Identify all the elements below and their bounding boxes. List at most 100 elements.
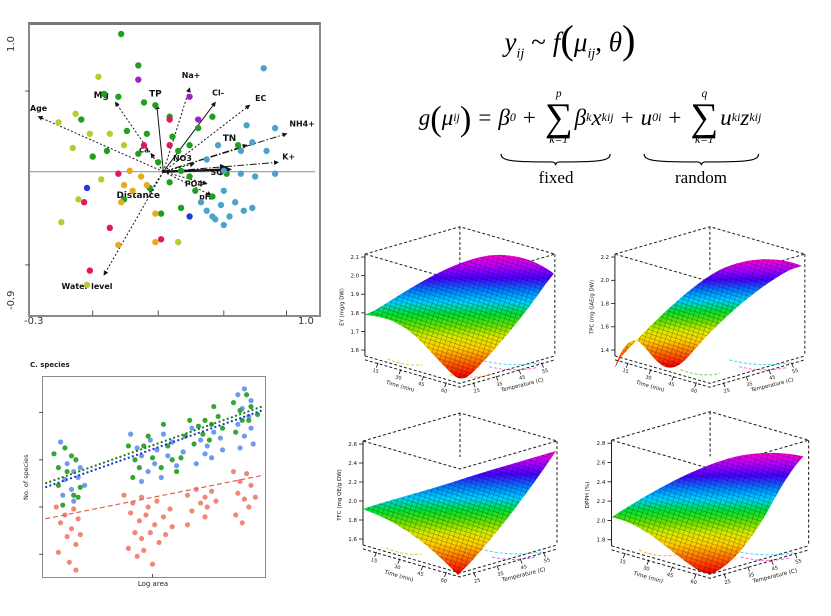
random-label: random: [674, 167, 727, 187]
scatter-title: C. species: [30, 361, 70, 369]
fixed-term-group: β 0 + p ∑ k=1 β k x kij fixed: [498, 88, 613, 186]
eq-token: ij: [516, 45, 525, 62]
equation-line-1: yij ~ f(μij, θ): [388, 19, 752, 62]
svg-text:NO3: NO3: [173, 154, 192, 163]
scatter-svg: [39, 386, 263, 578]
svg-text:Age: Age: [30, 104, 47, 113]
svg-text:TP: TP: [149, 90, 162, 100]
eq-token: u: [640, 104, 653, 130]
biplot-panel: Na+ Mg TP Age Cl- EC TN NH4+ K+ SO4 NO3 Ca PO4 pH Dist…: [25, 22, 321, 317]
svg-text:35: 35: [497, 571, 505, 578]
svg-text:1.8: 1.8: [350, 311, 359, 317]
eq-token: θ: [608, 27, 623, 57]
eq-token: (: [430, 99, 442, 138]
svg-text:60: 60: [440, 577, 448, 585]
svg-text:2.0: 2.0: [350, 274, 359, 280]
svg-text:Na+: Na+: [182, 71, 201, 80]
svg-text:EC: EC: [255, 94, 266, 103]
svg-text:2.6: 2.6: [597, 461, 606, 467]
eq-token: 0: [509, 110, 516, 125]
svg-text:1.7: 1.7: [350, 329, 359, 335]
surface-2-svg: 2.2 2.0 1.8 1.6 1.4 15 30 45 60 25 35 45 55 Time (min…: [589, 226, 807, 395]
svg-text:Cl-: Cl-: [212, 88, 224, 97]
svg-text:60: 60: [440, 388, 448, 395]
eq-token: f: [552, 27, 561, 57]
svg-text:15: 15: [622, 368, 630, 375]
eq-token: ij: [453, 110, 460, 125]
svg-text:45: 45: [417, 571, 425, 579]
eq-token: +: [668, 104, 682, 130]
eq-token: ): [622, 17, 636, 62]
svg-text:15: 15: [619, 558, 627, 566]
biplot-xtick-left: -0.3: [24, 316, 44, 327]
svg-text:2.2: 2.2: [600, 255, 609, 261]
svg-text:60: 60: [690, 388, 698, 395]
svg-text:Time (min): Time (min): [632, 571, 664, 585]
equation-line-2: g(μ ij) = β 0 + p ∑ k=1 β k x kij fixed + u 0i + q ∑…: [350, 88, 830, 186]
svg-text:60: 60: [690, 579, 698, 587]
eq-token: ): [459, 99, 472, 138]
svg-text:EY (mg/g DW): EY (mg/g DW): [339, 288, 345, 326]
biplot-ytick-top: 1.0: [6, 36, 17, 52]
eq-token: k=1: [549, 134, 569, 147]
svg-text:2.4: 2.4: [348, 461, 357, 467]
eq-token: μ: [441, 104, 454, 130]
svg-text:Distance: Distance: [116, 191, 160, 201]
svg-text:55: 55: [795, 558, 803, 565]
sigma-icon: ∑: [690, 96, 719, 140]
svg-text:55: 55: [541, 368, 548, 375]
svg-text:2.0: 2.0: [348, 499, 357, 505]
svg-text:1.6: 1.6: [350, 348, 359, 354]
random-term-group: u 0i + q ∑ k=1 u ki z kij random: [640, 88, 762, 186]
svg-text:1.8: 1.8: [600, 302, 609, 308]
eq-token: kij: [749, 110, 762, 125]
svg-text:1.8: 1.8: [348, 518, 357, 524]
svg-text:25: 25: [474, 577, 482, 584]
eq-token: =: [478, 104, 492, 130]
biplot-ytick-bottom: -0.9: [6, 290, 17, 310]
svg-text:35: 35: [496, 381, 503, 388]
eq-token: (: [560, 17, 574, 62]
svg-text:Mg: Mg: [94, 91, 109, 101]
svg-text:SO4: SO4: [211, 168, 229, 177]
svg-text:Ca: Ca: [139, 146, 149, 154]
svg-text:Time (min): Time (min): [634, 380, 665, 394]
svg-text:45: 45: [667, 381, 675, 388]
eq-token: +: [620, 104, 634, 130]
svg-text:1.4: 1.4: [600, 348, 609, 354]
svg-text:2.1: 2.1: [350, 255, 359, 261]
svg-text:2.2: 2.2: [597, 499, 606, 505]
svg-text:35: 35: [748, 572, 756, 579]
surface-1-svg: 2.1 2.0 1.9 1.8 1.7 1.6 15 30 45 60 25 35 45 55 Time (…: [339, 226, 557, 395]
svg-text:15: 15: [370, 557, 378, 565]
scatter-panel: [39, 376, 266, 578]
svg-text:35: 35: [746, 381, 753, 388]
svg-text:1.6: 1.6: [600, 325, 609, 331]
svg-text:2.2: 2.2: [348, 480, 357, 486]
svg-text:Time (min): Time (min): [384, 380, 415, 394]
surface-3-svg: 2.6 2.4 2.2 2.0 1.8 1.6 15 30 45 60 25 35 45 55 Time (…: [337, 412, 559, 585]
svg-text:45: 45: [519, 374, 526, 381]
svg-text:25: 25: [473, 388, 480, 395]
eq-token: ij: [587, 45, 596, 62]
eq-token: ki: [731, 110, 741, 125]
sum-fixed: p ∑ k=1: [545, 88, 573, 147]
svg-text:2.4: 2.4: [597, 480, 606, 486]
svg-text:pH: pH: [199, 192, 211, 201]
svg-text:45: 45: [417, 381, 425, 388]
svg-text:2.0: 2.0: [600, 278, 609, 284]
eq-token: β: [498, 104, 510, 130]
eq-token: ~: [531, 27, 546, 57]
svg-text:2.0: 2.0: [597, 518, 606, 524]
eq-token: ,: [595, 27, 602, 57]
svg-text:2.8: 2.8: [597, 441, 606, 447]
eq-token: g: [418, 104, 431, 130]
svg-text:45: 45: [520, 564, 528, 571]
sum-random: q ∑ k=1: [690, 88, 719, 146]
svg-text:DPPH (%): DPPH (%): [585, 482, 591, 509]
svg-text:PO4: PO4: [185, 180, 204, 189]
underbrace-fixed: [500, 153, 611, 166]
scatter-ylabel: No. of species: [22, 454, 30, 500]
svg-text:25: 25: [724, 579, 732, 586]
svg-text:15: 15: [372, 368, 380, 375]
